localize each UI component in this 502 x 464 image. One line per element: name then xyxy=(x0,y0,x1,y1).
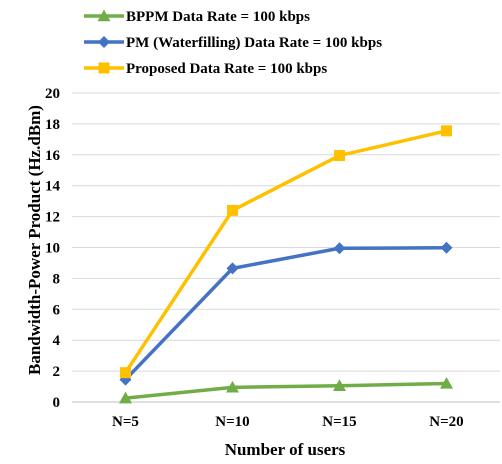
y-tick-label: 2 xyxy=(53,364,61,380)
y-tick-labels: 0 2 4 6 8 10 12 14 16 18 20 xyxy=(45,86,61,411)
y-tick-label: 16 xyxy=(45,148,61,164)
data-point xyxy=(227,204,238,216)
x-tick-label: N=15 xyxy=(322,414,356,430)
y-tick-label: 14 xyxy=(45,179,61,195)
legend-entry: BPPM Data Rate = 100 kbps xyxy=(84,9,310,25)
y-tick-label: 6 xyxy=(53,302,61,318)
data-point xyxy=(226,380,239,393)
legend: BPPM Data Rate = 100 kbps PM (Waterfillin… xyxy=(84,9,382,77)
legend-label: Proposed Data Rate = 100 kbps xyxy=(126,61,327,77)
y-tick-label: 12 xyxy=(45,210,60,226)
x-tick-label: N=10 xyxy=(215,414,249,430)
data-point xyxy=(119,391,132,404)
series-line xyxy=(124,129,447,374)
y-tick-label: 20 xyxy=(45,86,60,102)
x-tick-label: N=20 xyxy=(429,414,463,430)
data-point xyxy=(333,242,346,255)
legend-entry: PM (Waterfilling) Data Rate = 100 kbps xyxy=(84,35,382,51)
y-tick-label: 10 xyxy=(45,241,60,257)
legend-entry: Proposed Data Rate = 100 kbps xyxy=(84,61,327,77)
series-diamond xyxy=(119,241,453,386)
y-tick-label: 8 xyxy=(53,271,61,287)
data-point xyxy=(98,62,110,74)
data-point xyxy=(440,376,453,389)
series-line xyxy=(124,246,447,381)
series-line xyxy=(125,381,447,400)
series-group xyxy=(119,125,453,404)
y-tick-label: 0 xyxy=(53,395,61,411)
data-point xyxy=(333,379,346,391)
y-axis-label: Bandwidth-Power Product (Hz.dBm) xyxy=(25,105,44,375)
x-axis-label: Number of users xyxy=(225,440,346,459)
data-point xyxy=(226,262,239,275)
y-tick-label: 18 xyxy=(45,117,60,133)
legend-label: BPPM Data Rate = 100 kbps xyxy=(126,9,310,25)
data-point xyxy=(98,36,110,48)
series-square xyxy=(120,125,452,379)
data-point xyxy=(334,150,345,162)
data-point xyxy=(120,367,131,379)
legend-label: PM (Waterfilling) Data Rate = 100 kbps xyxy=(126,35,382,51)
x-tick-labels: N=5 N=10 N=15 N=20 xyxy=(112,414,464,430)
y-tick-label: 4 xyxy=(53,333,61,349)
data-point xyxy=(440,241,453,254)
gridlines xyxy=(72,92,500,403)
data-point xyxy=(97,9,111,22)
x-tick-label: N=5 xyxy=(112,414,139,430)
data-point xyxy=(441,125,452,137)
series-triangle xyxy=(119,376,453,404)
